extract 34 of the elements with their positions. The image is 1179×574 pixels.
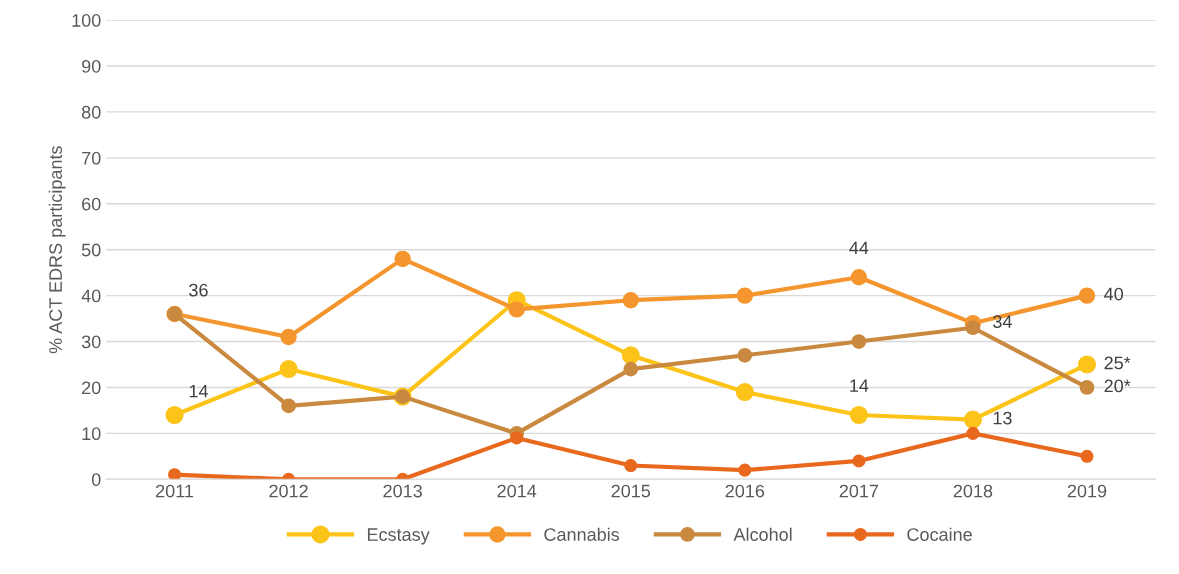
x-tick-label: 2016: [725, 484, 765, 498]
data-label: 36: [189, 283, 208, 297]
y-tick-label: 30: [81, 335, 101, 349]
x-tick-label: 2014: [497, 484, 537, 498]
x-tick-label: 2012: [269, 484, 308, 498]
legend-label: Cocaine: [907, 527, 972, 541]
y-tick-label: 90: [82, 59, 101, 73]
data-label: 34: [993, 315, 1012, 329]
y-tick-label: 100: [72, 14, 101, 27]
y-tick-label: 0: [91, 473, 101, 487]
y-tick-label: 20: [82, 381, 101, 395]
y-tick-label: 80: [81, 105, 101, 119]
data-label: 44: [849, 241, 869, 255]
legend-label: Alcohol: [733, 527, 792, 541]
y-tick-label: 10: [82, 427, 101, 441]
legend-label: Ecstasy: [367, 528, 430, 545]
legend-label: Cannabis: [544, 527, 620, 541]
x-tick-label: 2011: [156, 484, 194, 498]
y-tick-label: 40: [81, 289, 101, 303]
data-label: 25*: [1104, 356, 1131, 370]
data-label: 14: [850, 379, 869, 392]
data-label: 20*: [1104, 379, 1131, 393]
x-tick-label: 2017: [839, 484, 879, 498]
x-tick-label: 2015: [611, 484, 651, 498]
data-label: 14: [189, 384, 208, 398]
y-axis-title: % ACT EDRS participants: [48, 146, 66, 354]
y-tick-label: 70: [82, 151, 101, 165]
x-tick-label: 2013: [383, 484, 422, 498]
x-tick-label: 2018: [953, 484, 993, 498]
y-tick-label: 60: [82, 197, 101, 211]
data-label: 13: [993, 411, 1012, 425]
x-tick-label: 2019: [1067, 484, 1107, 498]
y-tick-label: 50: [81, 243, 101, 257]
data-label: 40: [1104, 287, 1124, 301]
